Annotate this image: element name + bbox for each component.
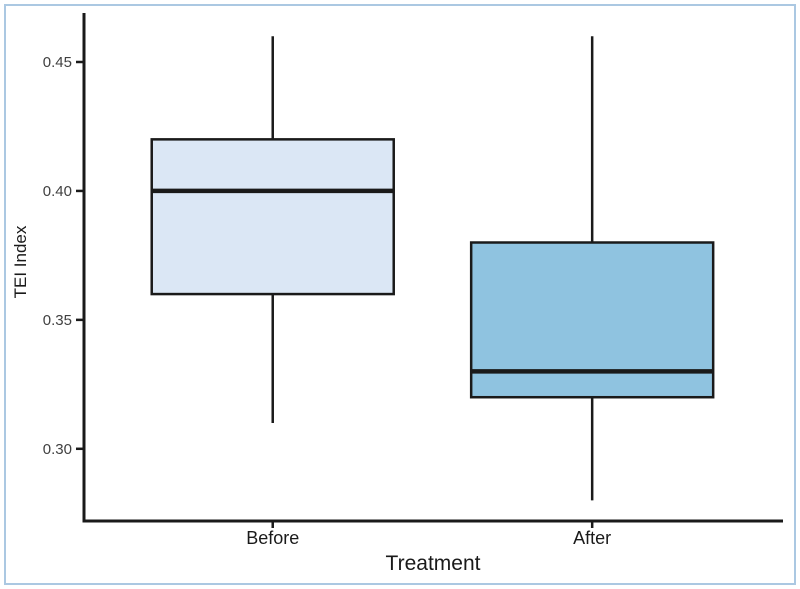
- y-axis-title: TEI Index: [11, 225, 30, 299]
- y-tick-label: 0.45: [43, 54, 72, 71]
- x-category-label-after: After: [573, 528, 611, 548]
- x-axis-title: Treatment: [385, 552, 481, 575]
- x-category-label-before: Before: [246, 528, 299, 548]
- y-tick-label: 0.35: [43, 312, 72, 329]
- box-after: [469, 241, 715, 399]
- y-tick-label: 0.40: [43, 183, 72, 200]
- y-tick-label: 0.30: [43, 441, 72, 458]
- box-before: [150, 138, 395, 296]
